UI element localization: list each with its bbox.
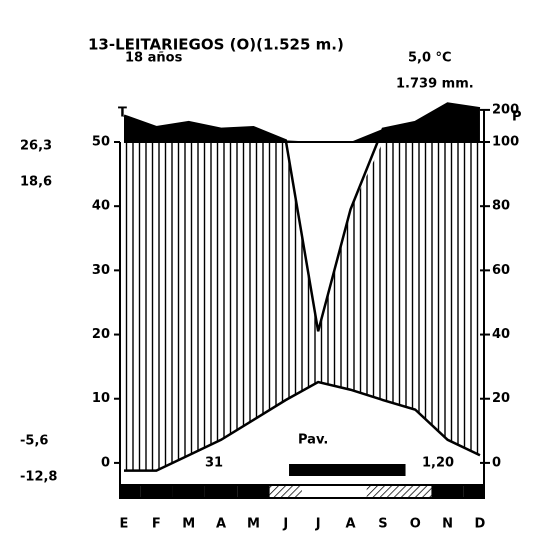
- frost-strip: [119, 484, 485, 499]
- y2-tick-label: 0: [492, 455, 501, 470]
- y-label: T: [118, 106, 127, 121]
- frost-cell: [120, 485, 141, 498]
- period-label: Pav.: [298, 433, 328, 448]
- y-tick-label: 50: [92, 135, 110, 150]
- x-tick-label: M: [182, 517, 195, 532]
- frost-cell: [269, 485, 302, 498]
- humid-area: [124, 142, 480, 471]
- x-tick-label: F: [152, 517, 161, 532]
- frost-cell: [172, 485, 205, 498]
- frost-cell: [204, 485, 238, 498]
- side-value: 26,3: [20, 139, 52, 154]
- y-tick-label: 20: [92, 327, 110, 342]
- frost-free: 31: [205, 456, 223, 471]
- y2-tick-label: 100: [492, 135, 519, 150]
- y-tick-label: 0: [101, 455, 110, 470]
- side-value: 18,6: [20, 175, 52, 190]
- frost-cell: [237, 485, 270, 498]
- y2-tick-label: 80: [492, 199, 510, 214]
- y2-tick-label: 40: [492, 327, 510, 342]
- index: 1,20: [422, 456, 454, 471]
- frost-cell: [334, 485, 367, 498]
- x-tick-label: J: [315, 517, 321, 532]
- y2-tick-label: 200: [492, 102, 519, 117]
- x-tick-label: N: [442, 517, 453, 532]
- x-tick-label: A: [216, 517, 226, 532]
- x-tick-label: D: [475, 517, 486, 532]
- superhumid-area: [124, 103, 480, 142]
- frost-cell: [463, 485, 484, 498]
- growth-bar: [289, 464, 406, 476]
- frost-cell: [140, 485, 173, 498]
- x-tick-label: E: [120, 517, 129, 532]
- x-tick-label: A: [345, 517, 355, 532]
- years: 18 años: [125, 51, 183, 66]
- y-tick-label: 30: [92, 263, 110, 278]
- frost-cell: [431, 485, 464, 498]
- title: 13-LEITARIEGOS (O)(1.525 m.): [88, 36, 344, 54]
- y2-label: P: [512, 110, 522, 125]
- x-tick-label: S: [378, 517, 387, 532]
- series-line: [123, 102, 481, 332]
- x-tick-label: M: [247, 517, 260, 532]
- y-tick-label: 40: [92, 199, 110, 214]
- x-tick-label: O: [410, 517, 421, 532]
- side-value: -12,8: [20, 470, 57, 485]
- frost-cell: [301, 485, 335, 498]
- mean-temp: 5,0 °C: [408, 51, 452, 66]
- series-line: [124, 380, 481, 472]
- y2-tick-label: 20: [492, 391, 510, 406]
- frost-cell: [366, 485, 400, 498]
- side-value: -5,6: [20, 434, 48, 449]
- y2-tick-label: 60: [492, 263, 510, 278]
- x-tick-label: J: [282, 517, 288, 532]
- y-tick-label: 10: [92, 391, 110, 406]
- total-precip: 1.739 mm.: [396, 77, 474, 92]
- frost-cell: [399, 485, 432, 498]
